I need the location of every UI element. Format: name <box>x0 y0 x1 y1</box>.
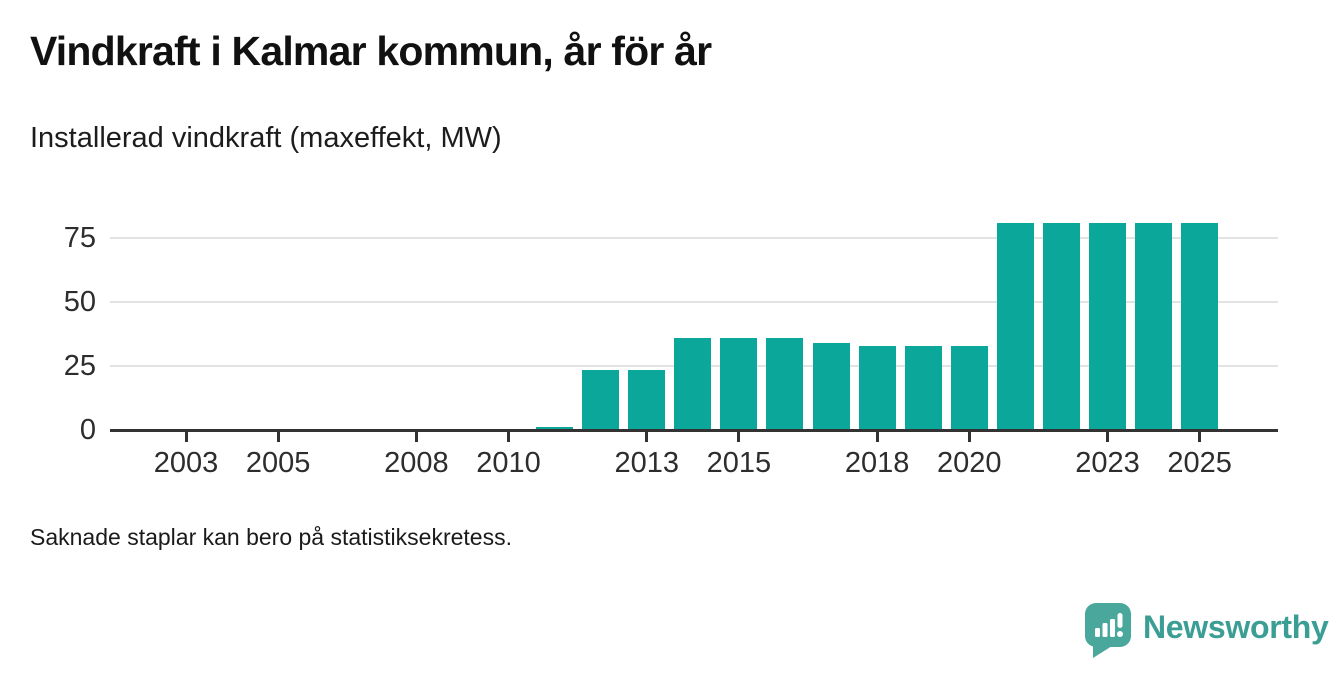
x-axis-tick-2003 <box>184 432 188 442</box>
x-axis-label-2025: 2025 <box>1167 447 1232 479</box>
x-axis-label-2010: 2010 <box>476 447 541 479</box>
bar-2021 <box>996 223 1034 430</box>
x-axis-label-2003: 2003 <box>153 447 219 479</box>
bar-2011 <box>536 427 574 430</box>
gridline-75 <box>110 237 1278 240</box>
bar-2020 <box>950 345 988 430</box>
bar-2018 <box>858 345 896 430</box>
y-axis-label-0: 0 <box>79 414 96 446</box>
x-axis-tick-2005 <box>276 432 280 442</box>
bar-2017 <box>812 343 850 430</box>
chart-subtitle: Installerad vindkraft (maxeffekt, MW) <box>30 122 502 154</box>
bar-2024 <box>1135 223 1173 430</box>
x-axis-line <box>110 429 1278 432</box>
x-axis-label-2020: 2020 <box>937 447 1002 479</box>
logo-wordmark: Newsworthy <box>1143 608 1329 645</box>
plot-area <box>110 200 1278 430</box>
bar-2022 <box>1042 223 1080 430</box>
x-axis-label-2018: 2018 <box>844 447 910 479</box>
y-axis-label-50: 50 <box>63 286 96 319</box>
bar-2013 <box>628 369 666 430</box>
bar-2014 <box>674 338 712 430</box>
x-axis-tick-2020 <box>967 432 971 442</box>
bar-chart-speech-bubble-icon <box>1085 603 1131 658</box>
bar-2025 <box>1181 223 1219 430</box>
gridline-50 <box>110 301 1278 304</box>
x-axis-tick-2015 <box>737 432 741 442</box>
x-axis-tick-2023 <box>1106 432 1110 442</box>
x-axis-tick-2008 <box>414 432 418 442</box>
y-axis-label-25: 25 <box>63 350 96 383</box>
x-axis-tick-2013 <box>645 432 649 442</box>
newsworthy-logo: Newsworthy <box>1084 602 1329 660</box>
x-axis-label-2023: 2023 <box>1075 447 1140 479</box>
footnote: Saknade staplar kan bero på statistiksek… <box>30 524 512 550</box>
x-axis-tick-2010 <box>507 432 511 442</box>
x-axis-tick-2018 <box>875 432 879 442</box>
y-axis-label-75: 75 <box>63 222 96 255</box>
bar-2012 <box>582 369 620 430</box>
bar-2015 <box>720 338 758 430</box>
chart-title: Vindkraft i Kalmar kommun, år för år <box>30 28 712 74</box>
x-axis-label-2013: 2013 <box>614 447 680 479</box>
x-axis-label-2015: 2015 <box>706 447 772 479</box>
bar-2019 <box>904 345 942 430</box>
bar-2023 <box>1089 223 1127 430</box>
x-axis-tick-2025 <box>1198 432 1202 442</box>
x-axis-label-2008: 2008 <box>384 447 449 479</box>
bar-2016 <box>766 338 804 430</box>
x-axis-label-2005: 2005 <box>245 447 311 479</box>
